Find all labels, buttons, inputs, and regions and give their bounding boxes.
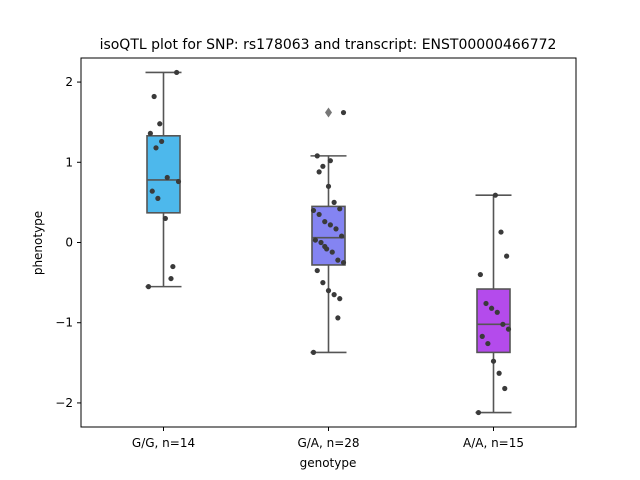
x-tick-label: G/G, n=14 (132, 436, 195, 450)
data-point (325, 183, 332, 189)
data-point (331, 199, 337, 205)
data-point (310, 207, 317, 214)
data-point (316, 211, 322, 218)
data-point (485, 340, 491, 347)
x-tick-label: A/A, n=15 (463, 436, 524, 450)
box (476, 288, 511, 354)
box-group (145, 71, 182, 288)
data-point (505, 326, 512, 332)
data-point (502, 385, 508, 392)
data-point (310, 349, 317, 355)
data-point (318, 239, 324, 246)
data-point (159, 138, 165, 145)
data-point (320, 280, 326, 286)
data-point (483, 300, 489, 307)
data-point (477, 271, 483, 278)
data-point (329, 249, 335, 255)
data-point (498, 229, 504, 235)
data-point (145, 284, 152, 290)
data-point (170, 263, 176, 270)
y-tick-label: 1 (65, 155, 73, 169)
data-point (314, 153, 320, 159)
x-tick-label: G/A, n=28 (297, 436, 359, 450)
data-point (147, 130, 153, 137)
data-point (162, 215, 168, 222)
data-point (316, 169, 322, 175)
data-point (164, 174, 170, 181)
data-point (340, 259, 347, 266)
data-point (496, 370, 502, 376)
plot-area (145, 69, 512, 416)
data-point (494, 309, 500, 315)
data-point (322, 219, 328, 225)
data-point (335, 315, 341, 321)
data-point (337, 296, 343, 302)
data-point (320, 163, 326, 169)
outlier-marker (325, 107, 332, 118)
data-point (500, 321, 506, 327)
data-point (475, 409, 482, 416)
y-tick-label: −2 (55, 396, 73, 410)
y-axis-label: phenotype (31, 211, 45, 275)
data-point (331, 292, 337, 298)
x-axis-label: genotype (300, 456, 357, 470)
data-point (333, 226, 339, 232)
y-tick-label: 0 (65, 236, 73, 250)
data-point (151, 93, 157, 100)
data-point (174, 69, 180, 76)
data-point (335, 257, 341, 263)
data-point (340, 109, 347, 116)
chart-title: isoQTL plot for SNP: rs178063 and transc… (100, 37, 557, 53)
data-point (339, 233, 345, 239)
data-point (153, 145, 159, 151)
data-point (149, 188, 155, 194)
data-point (322, 243, 328, 250)
y-tick-label: 2 (65, 75, 73, 89)
data-point (157, 121, 163, 127)
box (146, 135, 181, 214)
data-point (492, 192, 498, 198)
data-point (490, 358, 497, 364)
data-point (327, 222, 333, 228)
data-point (325, 288, 332, 294)
data-point (504, 253, 510, 259)
data-point (175, 178, 182, 185)
data-point (327, 158, 333, 164)
data-point (479, 333, 485, 339)
data-point (168, 275, 174, 282)
data-point (155, 195, 161, 201)
data-point (489, 305, 495, 311)
data-point (312, 237, 318, 243)
data-point (314, 267, 320, 274)
box-group (475, 194, 512, 414)
box-group (310, 107, 347, 354)
data-point (337, 206, 343, 212)
y-tick-label: −1 (55, 316, 73, 330)
